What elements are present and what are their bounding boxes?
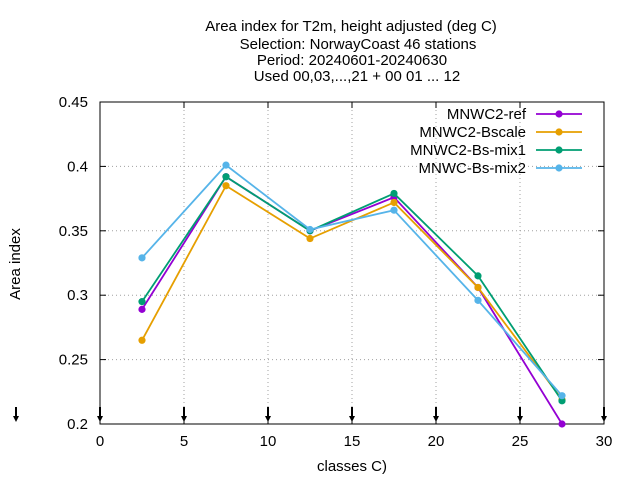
count-markers — [13, 407, 607, 422]
data-point — [138, 305, 146, 313]
count-marker-head — [181, 416, 187, 422]
count-marker-head — [97, 416, 103, 422]
count-marker-head — [13, 416, 19, 422]
data-point — [474, 296, 482, 304]
data-point — [222, 173, 230, 181]
legend-swatch-marker — [555, 164, 563, 172]
data-point — [222, 161, 230, 169]
data-point — [306, 234, 314, 243]
data-point — [474, 272, 482, 280]
y-tick-label: 0.3 — [67, 287, 88, 304]
ticks: 0 5 10 15 20 25 30 0.2 0.25 0.3 0.35 0.4 0.45 — [59, 94, 613, 450]
legend-label: MNWC2-Bscale — [419, 124, 526, 141]
x-axis-label: classes C) — [317, 458, 387, 475]
chart-title: Area index for T2m, height adjusted (deg… — [205, 18, 497, 85]
count-marker-head — [349, 416, 355, 422]
x-tick-label: 25 — [512, 433, 529, 450]
y-tick-label: 0.2 — [67, 416, 88, 433]
data-point — [390, 206, 398, 214]
data-point — [558, 392, 566, 400]
data-point — [306, 225, 314, 234]
series-MNWC-Bs-mix2 — [138, 161, 566, 400]
legend-swatch-marker — [555, 146, 563, 154]
series-layer — [138, 161, 566, 428]
title-line-4: Used 00,03,...,21 + 00 01 ... 12 — [254, 68, 460, 85]
data-point — [138, 336, 146, 344]
legend-label: MNWC2-ref — [447, 106, 527, 123]
x-tick-label: 30 — [596, 433, 613, 450]
series-line — [141, 175, 563, 402]
count-marker-head — [601, 416, 607, 422]
series-MNWC2-Bs-mix1 — [138, 173, 566, 405]
y-tick-label: 0.25 — [59, 352, 88, 369]
count-marker-head — [517, 416, 523, 422]
y-tick-label: 0.35 — [59, 223, 88, 240]
x-tick-label: 10 — [260, 433, 277, 450]
title-line-3: Period: 20240601-20240630 — [257, 52, 447, 69]
count-marker-head — [433, 416, 439, 422]
data-point — [138, 254, 146, 262]
x-tick-label: 15 — [344, 433, 361, 450]
y-axis-label: Area index — [7, 228, 24, 300]
data-point — [390, 189, 398, 198]
x-tick-label: 0 — [96, 433, 104, 450]
legend-label: MNWC2-Bs-mix1 — [410, 142, 526, 159]
data-point — [474, 283, 482, 292]
title-line-1: Area index for T2m, height adjusted (deg… — [205, 18, 497, 35]
y-tick-label: 0.4 — [67, 158, 88, 175]
legend: MNWC2-refMNWC2-BscaleMNWC2-Bs-mix1MNWC-B… — [410, 106, 582, 177]
x-tick-label: 20 — [428, 433, 445, 450]
data-point — [558, 420, 566, 428]
data-point — [558, 397, 566, 405]
x-tick-label: 5 — [180, 433, 188, 450]
count-marker-head — [265, 416, 271, 422]
legend-label: MNWC-Bs-mix2 — [419, 160, 526, 177]
y-tick-label: 0.45 — [59, 94, 88, 111]
grid — [100, 102, 604, 424]
series-line — [141, 184, 563, 401]
legend-swatch-marker — [555, 110, 563, 118]
data-point — [138, 298, 146, 306]
title-line-2: Selection: NorwayCoast 46 stations — [240, 36, 477, 53]
data-point — [222, 182, 230, 190]
legend-swatch-marker — [555, 128, 563, 136]
data-point — [390, 198, 398, 207]
series-line — [141, 163, 563, 397]
